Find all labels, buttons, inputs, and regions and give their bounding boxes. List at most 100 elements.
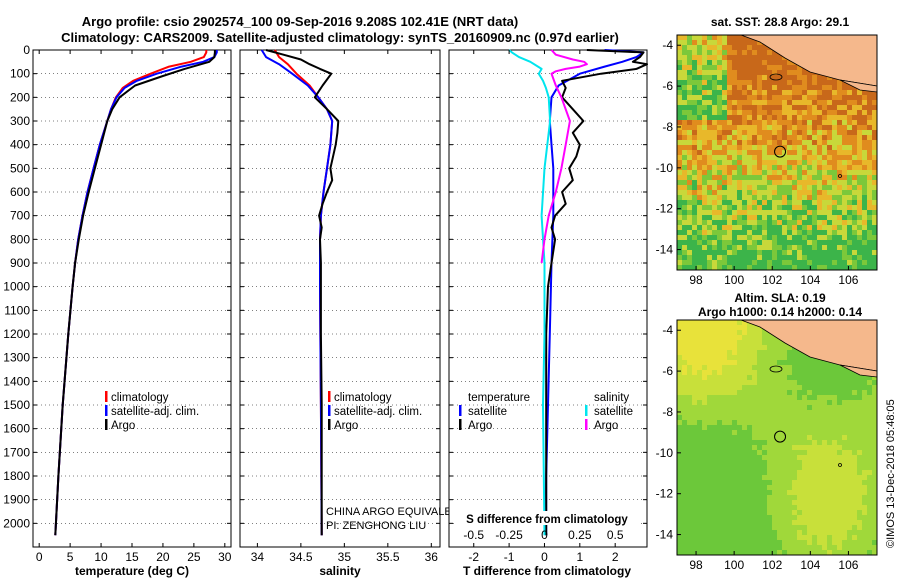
map-cell	[742, 390, 748, 396]
map-cell	[727, 510, 733, 516]
map-cell	[812, 395, 818, 401]
map-cell	[717, 485, 723, 491]
map-cell	[702, 190, 708, 196]
map-cell	[852, 200, 858, 206]
map-cell	[822, 460, 828, 466]
map-cell	[777, 205, 783, 211]
map-cell	[742, 200, 748, 206]
map-cell	[702, 400, 708, 406]
map-cell	[842, 245, 848, 251]
map-cell	[802, 85, 808, 91]
map-cell	[757, 265, 763, 270]
map-cell	[767, 425, 773, 431]
map-cell	[692, 490, 698, 496]
map-cell	[687, 225, 693, 231]
map-cell	[772, 520, 778, 526]
map-cell	[722, 410, 728, 416]
map-cell	[792, 215, 798, 221]
map-cell	[762, 205, 768, 211]
map-cell	[747, 110, 753, 116]
map-cell	[817, 115, 823, 121]
map-cell	[767, 350, 773, 356]
map-cell	[767, 60, 773, 66]
map-cell	[677, 335, 683, 341]
map-cell	[717, 75, 723, 81]
map-cell	[677, 55, 683, 61]
map-cell	[757, 360, 763, 366]
map-cell	[862, 395, 868, 401]
map-cell	[732, 150, 738, 156]
map-cell	[872, 415, 877, 421]
map-cell	[867, 480, 873, 486]
map-cell	[787, 105, 793, 111]
map-cell	[717, 455, 723, 461]
map-cell	[857, 155, 863, 161]
map-cell	[817, 190, 823, 196]
temperature-legend: climatology satellite-adj. clim. Argo	[105, 391, 199, 432]
map-cell	[727, 365, 733, 371]
map-cell	[837, 470, 843, 476]
map-cell	[687, 200, 693, 206]
map-cell	[777, 240, 783, 246]
map-cell	[762, 265, 768, 270]
map-cell	[697, 465, 703, 471]
map-cell	[832, 225, 838, 231]
map-cell	[832, 395, 838, 401]
map-cell	[802, 230, 808, 236]
map-cell	[782, 495, 788, 501]
map-cell	[702, 505, 708, 511]
map-cell	[777, 190, 783, 196]
map-cell	[857, 170, 863, 176]
map-cell	[702, 105, 708, 111]
map-cell	[837, 85, 843, 91]
map-cell	[787, 140, 793, 146]
map-cell	[842, 120, 848, 126]
map-cell	[682, 105, 688, 111]
map-cell	[802, 430, 808, 436]
map-cell	[737, 200, 743, 206]
map-cell	[837, 235, 843, 241]
map-cell	[762, 155, 768, 161]
map-cell	[727, 480, 733, 486]
map-cell	[752, 205, 758, 211]
map-cell	[857, 265, 863, 270]
x-tick-label: 0	[541, 550, 548, 564]
map-cell	[702, 75, 708, 81]
map-cell	[852, 465, 858, 471]
map-cell	[857, 90, 863, 96]
map-cell	[677, 425, 683, 431]
map-cell	[832, 525, 838, 531]
map-cell	[852, 100, 858, 106]
map-cell	[747, 60, 753, 66]
map-cell	[862, 545, 868, 551]
map-cell	[687, 350, 693, 356]
map-cell	[792, 355, 798, 361]
map-cell	[787, 505, 793, 511]
map-cell	[717, 420, 723, 426]
map-cell	[727, 125, 733, 131]
map-cell	[782, 155, 788, 161]
map-cell	[762, 460, 768, 466]
map-cell	[727, 455, 733, 461]
map-cell	[767, 85, 773, 91]
map-cell	[732, 340, 738, 346]
map-cell	[697, 530, 703, 536]
map-cell	[842, 450, 848, 456]
sla-map-subtitle: Argo h1000: 0.14 h2000: 0.14	[698, 305, 862, 319]
map-cell	[732, 345, 738, 351]
map-cell	[847, 120, 853, 126]
map-cell	[747, 430, 753, 436]
lat-tick-label: -12	[656, 487, 674, 501]
map-cell	[677, 405, 683, 411]
map-cell	[702, 210, 708, 216]
map-cell	[712, 435, 718, 441]
map-cell	[847, 215, 853, 221]
map-cell	[722, 390, 728, 396]
map-cell	[757, 365, 763, 371]
map-cell	[842, 470, 848, 476]
map-cell	[762, 135, 768, 141]
map-cell	[802, 90, 808, 96]
map-cell	[822, 120, 828, 126]
map-cell	[747, 195, 753, 201]
map-cell	[722, 420, 728, 426]
